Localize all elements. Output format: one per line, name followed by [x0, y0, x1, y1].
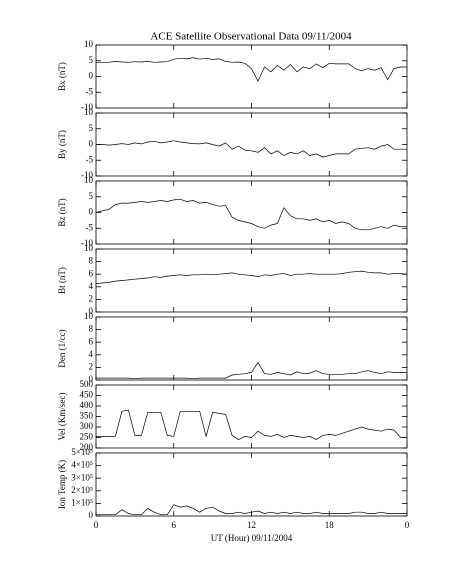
- y-axis-label: Ion Temp (K): [57, 460, 67, 509]
- x-tick-label: 6: [172, 520, 177, 530]
- y-tick-label: 2×10⁵: [71, 485, 93, 495]
- y-tick-label: 10: [84, 311, 94, 321]
- y-tick-label: 10: [84, 243, 94, 253]
- y-tick-label: 0: [89, 207, 94, 217]
- y-tick-label: 5: [89, 191, 94, 201]
- y-axis-label: Bz (nT): [57, 198, 67, 226]
- y-tick-label: 1×10⁵: [71, 497, 93, 507]
- y-tick-label: 0: [89, 71, 94, 81]
- y-tick-label: 200: [80, 442, 94, 452]
- y-tick-label: 250: [80, 432, 94, 442]
- y-tick-label: 5: [89, 55, 94, 65]
- y-axis-label: By (nT): [57, 130, 67, 159]
- x-axis-label: UT (Hour) 09/11/2004: [211, 533, 293, 543]
- y-tick-label: -10: [81, 102, 93, 112]
- data-line: [96, 57, 407, 82]
- y-tick-label: 300: [80, 421, 94, 431]
- y-tick-label: 5×10⁵: [71, 447, 93, 457]
- data-line: [96, 361, 407, 380]
- y-tick-label: 8: [89, 256, 94, 266]
- y-tick-label: 350: [80, 411, 94, 421]
- y-tick-label: -5: [86, 154, 94, 164]
- y-tick-label: 4: [89, 281, 94, 291]
- x-tick-label: 0: [94, 520, 99, 530]
- y-tick-label: 10: [84, 175, 94, 185]
- y-axis-label: Vel (Km/sec): [57, 393, 67, 441]
- y-tick-label: 3×10⁵: [71, 472, 93, 482]
- y-tick-label: -5: [86, 86, 94, 96]
- y-tick-label: 4: [89, 349, 94, 359]
- y-tick-label: 10: [84, 107, 94, 117]
- data-line: [96, 140, 407, 158]
- chart-title: ACE Satellite Observational Data 09/11/2…: [150, 31, 352, 43]
- y-tick-label: -10: [81, 170, 93, 180]
- y-tick-label: 450: [80, 390, 94, 400]
- data-line: [96, 504, 407, 516]
- data-line: [95, 270, 408, 284]
- y-tick-label: 2: [89, 361, 94, 371]
- x-tick-label: 18: [325, 520, 335, 530]
- y-axis-label: Den (1/cc): [57, 329, 67, 367]
- y-tick-label: 2: [89, 293, 94, 303]
- y-tick-label: 0: [89, 510, 94, 520]
- y-tick-label: 0: [89, 374, 94, 384]
- y-tick-label: 0: [89, 139, 94, 149]
- x-tick-label: 12: [247, 520, 256, 530]
- y-tick-label: 6: [89, 336, 94, 346]
- y-tick-label: 6: [89, 268, 94, 278]
- y-tick-label: 8: [89, 324, 94, 334]
- y-tick-label: 500: [80, 379, 94, 389]
- y-tick-label: 5: [89, 123, 94, 133]
- y-tick-label: 4×10⁵: [71, 460, 93, 470]
- y-tick-label: -5: [86, 222, 94, 232]
- y-tick-label: 0: [89, 306, 94, 316]
- y-tick-label: 400: [80, 400, 94, 410]
- y-tick-label: -10: [81, 238, 93, 248]
- y-axis-label: Bt (nT): [57, 267, 67, 294]
- x-tick-label: 0: [405, 520, 410, 530]
- y-axis-label: Bx (nT): [57, 62, 67, 91]
- data-line: [95, 198, 407, 231]
- y-tick-label: 10: [84, 39, 94, 49]
- data-line: [96, 409, 407, 441]
